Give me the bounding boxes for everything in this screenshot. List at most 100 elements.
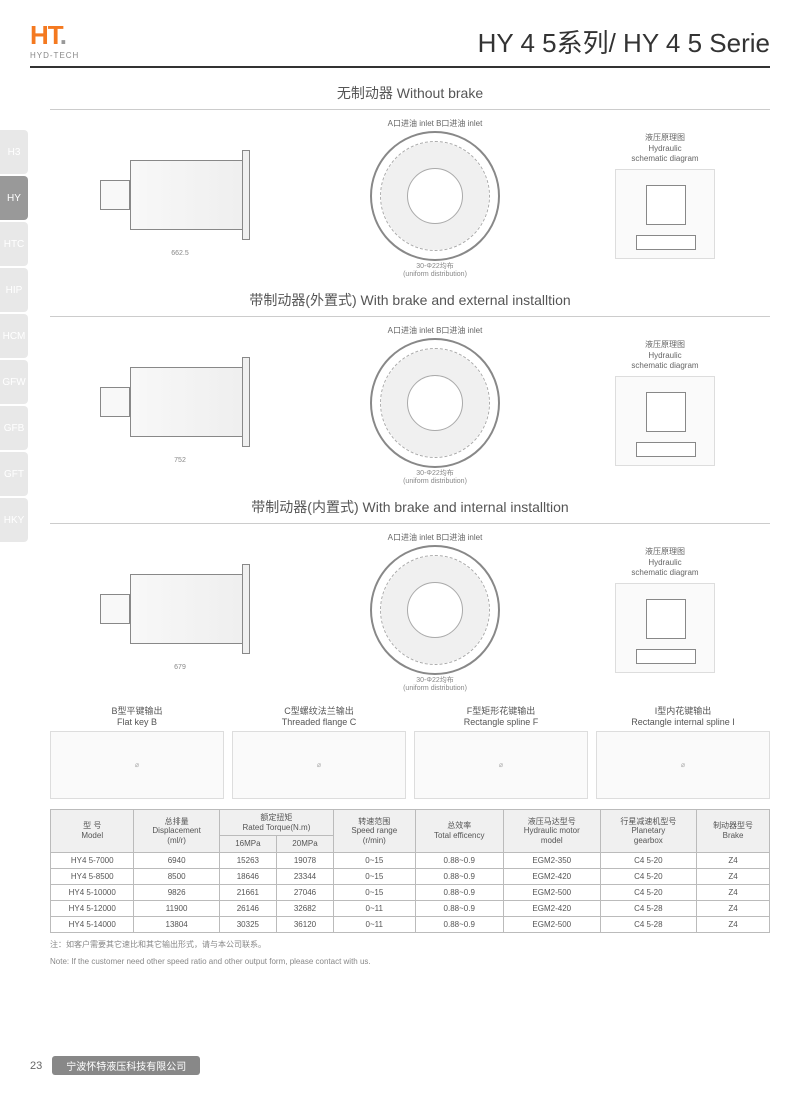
table-row: HY4 5-140001380430325361200~110.88~0.9EG… [51, 916, 770, 932]
table-cell: Z4 [697, 868, 770, 884]
tab-h3[interactable]: H3 [0, 130, 28, 174]
table-cell: HY4 5-10000 [51, 884, 134, 900]
output-type-1: C型螺纹法兰输出Threaded flange C ⌀ [232, 704, 406, 799]
th-eff: 总效率Total efficency [415, 810, 503, 853]
table-cell: 0.88~0.9 [415, 884, 503, 900]
table-cell: 0~15 [334, 868, 415, 884]
table-cell: 8500 [134, 868, 219, 884]
tab-gft[interactable]: GFT [0, 452, 28, 496]
schematic-label: 液压原理图Hydraulicschematic diagram [610, 340, 720, 371]
footer: 23 宁波怀特液压科技有限公司 [30, 1056, 200, 1075]
inlet-labels: A口进油 inlet B口进油 inlet [370, 118, 500, 129]
th-disp: 总排量Displacement(ml/r) [134, 810, 219, 853]
table-cell: 27046 [276, 884, 333, 900]
schematic-label: 液压原理图Hydraulicschematic diagram [610, 133, 720, 164]
th-motor: 液压马达型号Hydraulic motormodel [503, 810, 600, 853]
output-title: B型平键输出Flat key B [50, 704, 224, 727]
page-number: 23 [30, 1060, 42, 1072]
section-title: 带制动器(内置式) With brake and internal instal… [50, 497, 770, 524]
table-cell: 13804 [134, 916, 219, 932]
table-cell: Z4 [697, 884, 770, 900]
table-row: HY4 5-120001190026146326820~110.88~0.9EG… [51, 900, 770, 916]
tab-gfb[interactable]: GFB [0, 406, 28, 450]
bolt-label: 30-Φ22均布(uniform distribution) [370, 261, 500, 278]
length-dim: 679 [100, 664, 260, 671]
tab-hip[interactable]: HIP [0, 268, 28, 312]
table-cell: Z4 [697, 852, 770, 868]
output-type-0: B型平键输出Flat key B ⌀ [50, 704, 224, 799]
table-row: HY4 5-10000982621661270460~150.88~0.9EGM… [51, 884, 770, 900]
table-cell: 0.88~0.9 [415, 868, 503, 884]
table-cell: HY4 5-8500 [51, 868, 134, 884]
table-cell: C4 5-20 [600, 868, 697, 884]
table-cell: 0~11 [334, 916, 415, 932]
table-cell: 0.88~0.9 [415, 852, 503, 868]
table-cell: 21661 [219, 884, 276, 900]
tab-gfw[interactable]: GFW [0, 360, 28, 404]
note-en: Note: If the customer need other speed r… [50, 956, 770, 967]
output-types-row: B型平键输出Flat key B ⌀ C型螺纹法兰输出Threaded flan… [50, 704, 770, 799]
section-0: 无制动器 Without brake 662.5 A口进油 inlet B口进油… [50, 83, 770, 278]
section-2: 带制动器(内置式) With brake and internal instal… [50, 497, 770, 692]
note-cn: 注：如客户需要其它速比和其它输出形式，请与本公司联系。 [50, 939, 770, 950]
table-cell: HY4 5-14000 [51, 916, 134, 932]
th-gearbox: 行星减速机型号Planetarygearbox [600, 810, 697, 853]
logo: HT. HYD-TECH [30, 20, 79, 60]
schematic-diagram: 液压原理图Hydraulicschematic diagram [610, 133, 720, 262]
inlet-labels: A口进油 inlet B口进油 inlet [370, 532, 500, 543]
table-cell: C4 5-20 [600, 852, 697, 868]
table-cell: Z4 [697, 900, 770, 916]
table-cell: Z4 [697, 916, 770, 932]
side-view-diagram: 662.5 [100, 140, 260, 257]
length-dim: 662.5 [100, 250, 260, 257]
schematic-diagram: 液压原理图Hydraulicschematic diagram [610, 340, 720, 469]
table-cell: 0.88~0.9 [415, 916, 503, 932]
bolt-label: 30-Φ22均布(uniform distribution) [370, 675, 500, 692]
th-brake: 制动器型号Brake [697, 810, 770, 853]
output-diagram: ⌀ [232, 731, 406, 799]
th-speed: 转速范围Speed range(r/min) [334, 810, 415, 853]
table-cell: 15263 [219, 852, 276, 868]
section-title: 无制动器 Without brake [50, 83, 770, 110]
schematic-diagram: 液压原理图Hydraulicschematic diagram [610, 547, 720, 676]
table-cell: EGM2-500 [503, 884, 600, 900]
tab-htc[interactable]: HTC [0, 222, 28, 266]
table-cell: HY4 5-12000 [51, 900, 134, 916]
front-view-diagram: A口进油 inlet B口进油 inlet 30-Φ22均布(uniform d… [370, 118, 500, 278]
table-cell: 6940 [134, 852, 219, 868]
th-20mpa: 20MPa [276, 836, 333, 853]
table-cell: 9826 [134, 884, 219, 900]
bolt-label: 30-Φ22均布(uniform distribution) [370, 468, 500, 485]
table-cell: EGM2-500 [503, 916, 600, 932]
output-diagram: ⌀ [50, 731, 224, 799]
spec-table: 型 号Model 总排量Displacement(ml/r) 额定扭矩Rated… [50, 809, 770, 933]
table-cell: HY4 5-7000 [51, 852, 134, 868]
tab-hky[interactable]: HKY [0, 498, 28, 542]
front-view-diagram: A口进油 inlet B口进油 inlet 30-Φ22均布(uniform d… [370, 532, 500, 692]
page-header: HT. HYD-TECH HY 4 5系列/ HY 4 5 Serie [30, 20, 770, 68]
side-tabs: H3HYHTCHIPHCMGFWGFBGFTHKY [0, 130, 28, 544]
th-16mpa: 16MPa [219, 836, 276, 853]
schematic-label: 液压原理图Hydraulicschematic diagram [610, 547, 720, 578]
table-cell: 26146 [219, 900, 276, 916]
side-view-diagram: 752 [100, 347, 260, 464]
tab-hy[interactable]: HY [0, 176, 28, 220]
table-cell: 0~11 [334, 900, 415, 916]
table-row: HY4 5-8500850018646233440~150.88~0.9EGM2… [51, 868, 770, 884]
tab-hcm[interactable]: HCM [0, 314, 28, 358]
logo-h: HT [30, 20, 60, 50]
footer-company: 宁波怀特液压科技有限公司 [52, 1056, 200, 1075]
logo-subtitle: HYD-TECH [30, 51, 79, 60]
table-cell: EGM2-420 [503, 900, 600, 916]
section-title: 带制动器(外置式) With brake and external instal… [50, 290, 770, 317]
table-cell: C4 5-20 [600, 884, 697, 900]
th-torque: 额定扭矩Rated Torque(N.m) [219, 810, 333, 836]
table-cell: 19078 [276, 852, 333, 868]
table-cell: 36120 [276, 916, 333, 932]
table-cell: 11900 [134, 900, 219, 916]
side-view-diagram: 679 [100, 554, 260, 671]
table-cell: C4 5-28 [600, 900, 697, 916]
output-type-3: I型内花键输出Rectangle internal spline I ⌀ [596, 704, 770, 799]
table-row: HY4 5-7000694015263190780~150.88~0.9EGM2… [51, 852, 770, 868]
th-model: 型 号Model [51, 810, 134, 853]
